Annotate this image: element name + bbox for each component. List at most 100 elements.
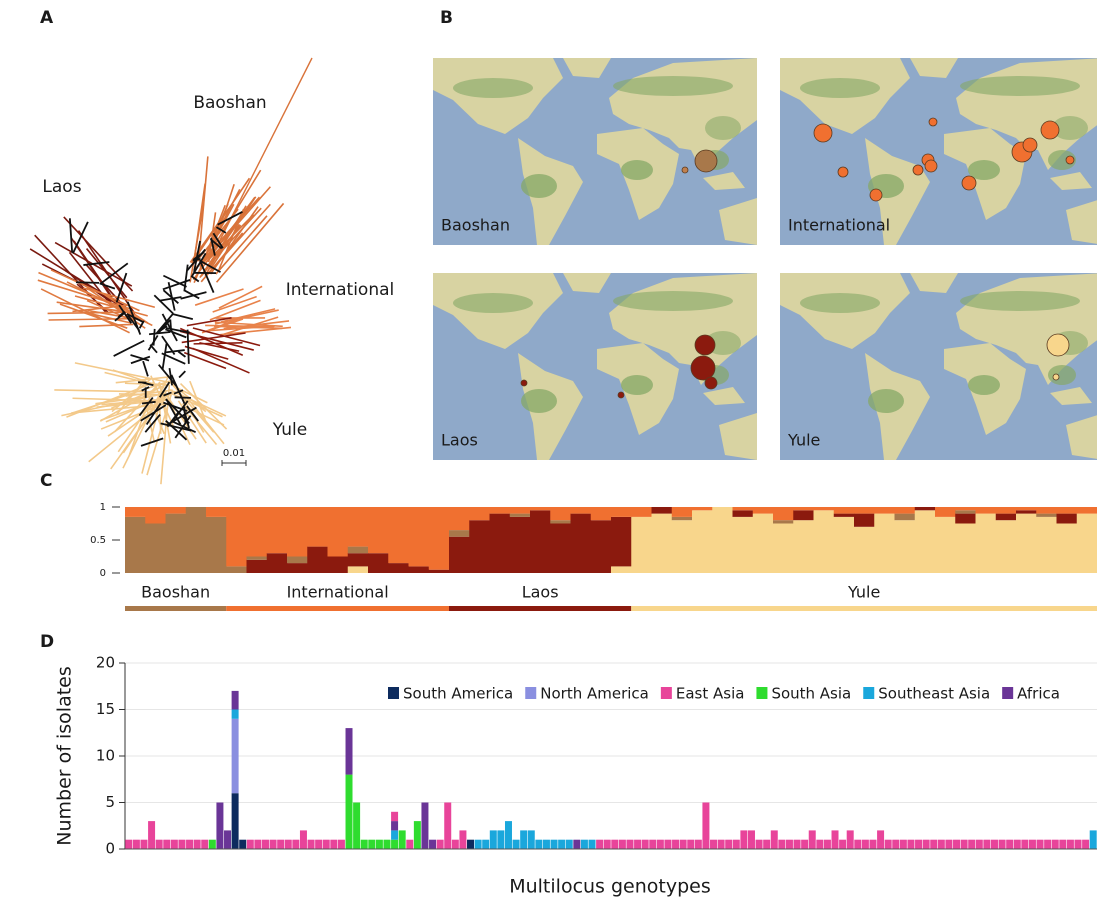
tree-label: Baoshan (193, 93, 266, 113)
bar (611, 840, 618, 849)
bar (634, 840, 641, 849)
bar (232, 710, 239, 719)
bar (695, 840, 702, 849)
ancestry-segment (287, 507, 308, 557)
map-circle (814, 124, 832, 142)
bar (148, 821, 155, 849)
ancestry-segment (388, 563, 409, 573)
ancestry-segment (753, 507, 774, 514)
panel-letter: C (40, 471, 52, 491)
bar (535, 840, 542, 849)
bar (589, 840, 596, 849)
ancestry-segment (388, 507, 409, 563)
bar (991, 840, 998, 849)
ancestry-segment (793, 520, 814, 573)
bar (528, 830, 535, 849)
tree-branch (190, 204, 203, 282)
ancestry-segment (996, 507, 1017, 514)
bar (680, 840, 687, 849)
bar (604, 840, 611, 849)
ancestry-segment (733, 507, 754, 510)
ancestry-segment (429, 507, 450, 570)
bar (300, 830, 307, 849)
bar (832, 830, 839, 849)
map-circle (705, 377, 717, 389)
map-circle (521, 380, 527, 386)
map-circle (695, 150, 717, 172)
ancestry-segment (449, 507, 470, 530)
bar (513, 840, 520, 849)
legend-label: South Asia (771, 685, 851, 703)
bar (383, 840, 390, 849)
map-label: International (788, 216, 890, 235)
legend-swatch (525, 687, 536, 699)
ancestry-segment (1016, 514, 1037, 573)
ancestry-segment (996, 520, 1017, 573)
ancestry-segment (166, 514, 187, 573)
bar (353, 803, 360, 850)
ancestry-segment (125, 517, 146, 573)
bar (619, 840, 626, 849)
bar (839, 840, 846, 849)
group-bar (449, 606, 631, 611)
legend-swatch (756, 687, 767, 699)
tree-branch (79, 324, 133, 326)
bar (140, 840, 147, 849)
ancestry-segment (550, 524, 571, 574)
ancestry-segment (834, 507, 855, 514)
bar (740, 830, 747, 849)
bar (945, 840, 952, 849)
ancestry-segment (631, 517, 652, 573)
ancestry-segment (510, 517, 531, 573)
legend-swatch (661, 687, 672, 699)
bar (816, 840, 823, 849)
ancestry-segment (247, 507, 268, 557)
ancestry-segment (348, 566, 369, 573)
bar (292, 840, 299, 849)
ancestry-segment (611, 566, 632, 573)
bar (1059, 840, 1066, 849)
bar (725, 840, 732, 849)
bar (171, 840, 178, 849)
bar (133, 840, 140, 849)
tree-branch (185, 346, 228, 359)
bar (391, 821, 398, 830)
bar (756, 840, 763, 849)
tree-branch (73, 222, 88, 253)
ancestry-segment (895, 520, 916, 573)
ancestry-segment (469, 520, 490, 573)
tree-branch (188, 330, 189, 364)
bar (847, 830, 854, 849)
bar (892, 840, 899, 849)
bar (543, 840, 550, 849)
group-bar (226, 606, 449, 611)
ancestry-segment (935, 517, 956, 573)
tree-label: International (286, 280, 395, 300)
y-tick-label: 20 (96, 654, 115, 672)
map-circle (1053, 374, 1059, 380)
tree-branch (215, 58, 312, 250)
bar (346, 775, 353, 849)
ancestry-segment (186, 507, 207, 573)
ancestry-segment (530, 510, 551, 573)
ancestry-segment (652, 514, 673, 573)
bar (1044, 840, 1051, 849)
legend-swatch (863, 687, 874, 699)
ancestry-segment (1077, 507, 1097, 514)
ancestry-segment (955, 510, 976, 513)
ancestry-segment (854, 527, 875, 573)
tree-branch (193, 348, 250, 373)
bar (444, 803, 451, 850)
ancestry-segment (1057, 507, 1078, 514)
bar (961, 840, 968, 849)
bar (505, 821, 512, 849)
ancestry-segment (1016, 507, 1037, 510)
ancestry-segment (125, 507, 146, 517)
bar (702, 803, 709, 850)
group-bar (125, 606, 226, 611)
bar (877, 830, 884, 849)
map-label: Yule (787, 431, 820, 450)
bar (414, 821, 421, 849)
ancestry-segment (773, 524, 794, 574)
legend-label: East Asia (676, 685, 745, 703)
